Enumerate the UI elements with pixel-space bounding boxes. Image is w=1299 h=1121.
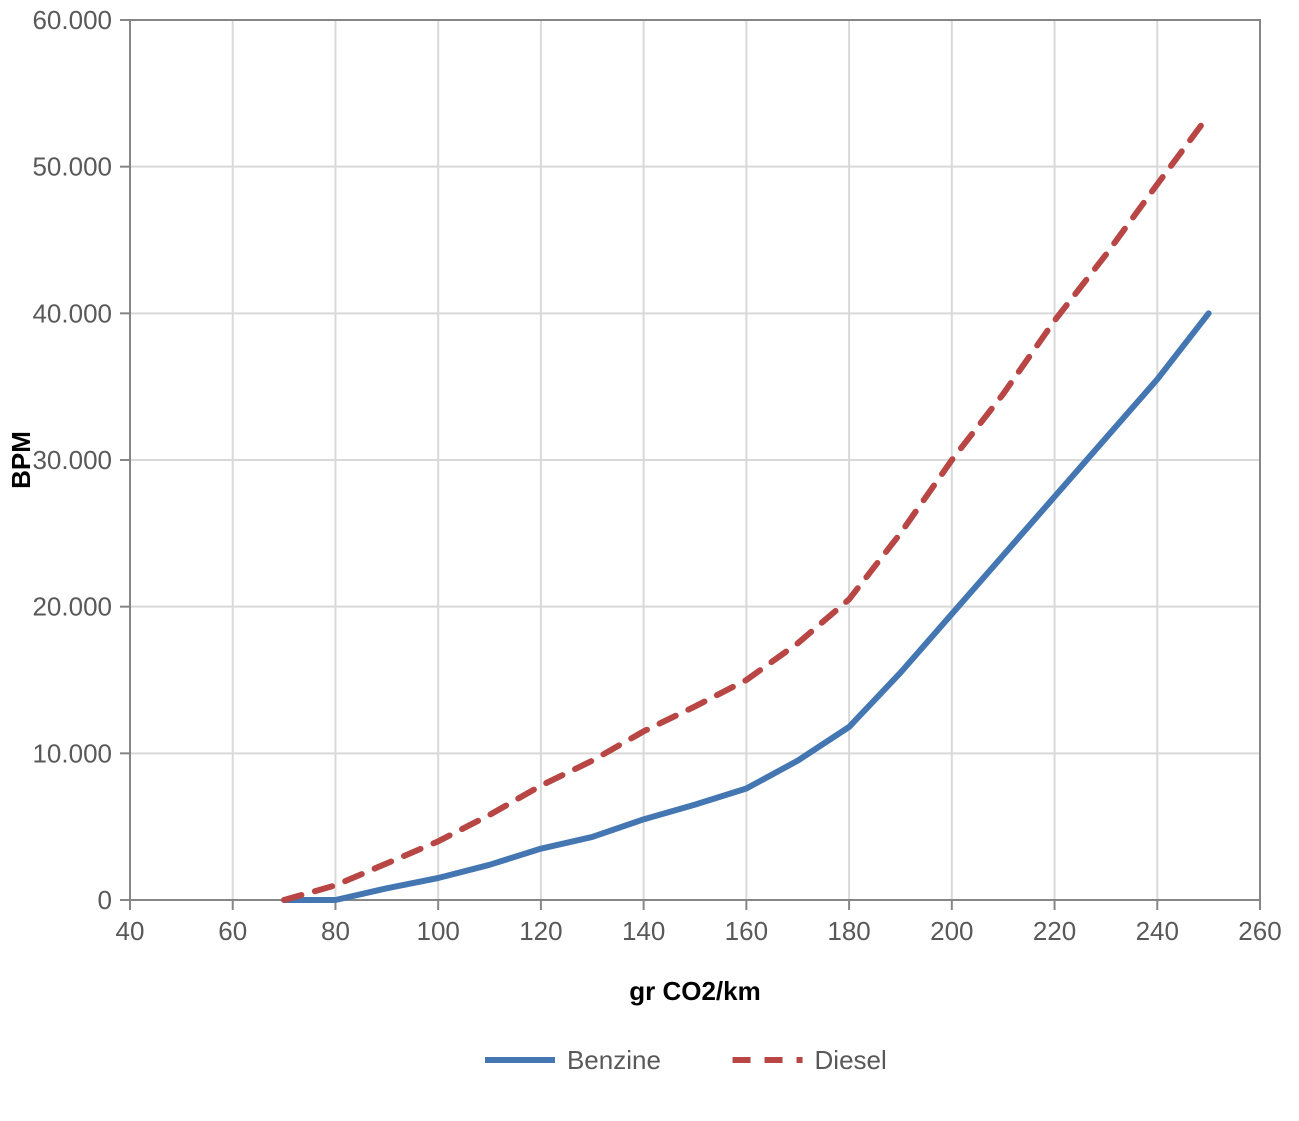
x-tick-label: 140 — [622, 916, 665, 946]
x-tick-label: 60 — [218, 916, 247, 946]
x-tick-label: 160 — [725, 916, 768, 946]
x-axis-label: gr CO2/km — [629, 976, 761, 1006]
x-tick-label: 240 — [1136, 916, 1179, 946]
line-chart: 40 60 80 100 120 140 160 180 200 220 240 260 0 10.000… — [0, 0, 1299, 1121]
x-tick-label: 260 — [1238, 916, 1281, 946]
chart-container: 40 60 80 100 120 140 160 180 200 220 240 260 0 10.000… — [0, 0, 1299, 1121]
x-tick-label: 100 — [416, 916, 459, 946]
legend-label-diesel: Diesel — [815, 1045, 887, 1075]
y-tick-label: 60.000 — [32, 5, 112, 35]
y-tick-label: 40.000 — [32, 298, 112, 328]
x-tick-label: 40 — [116, 916, 145, 946]
x-tick-label: 200 — [930, 916, 973, 946]
y-tick-label: 20.000 — [32, 592, 112, 622]
x-tick-label: 120 — [519, 916, 562, 946]
y-tick-label: 50.000 — [32, 152, 112, 182]
x-tick-label: 180 — [827, 916, 870, 946]
legend-label-benzine: Benzine — [567, 1045, 661, 1075]
y-tick-label: 0 — [98, 885, 112, 915]
y-tick-label: 10.000 — [32, 738, 112, 768]
x-tick-label: 80 — [321, 916, 350, 946]
x-tick-label: 220 — [1033, 916, 1076, 946]
y-tick-label: 30.000 — [32, 445, 112, 475]
y-axis-label: BPM — [6, 431, 36, 489]
